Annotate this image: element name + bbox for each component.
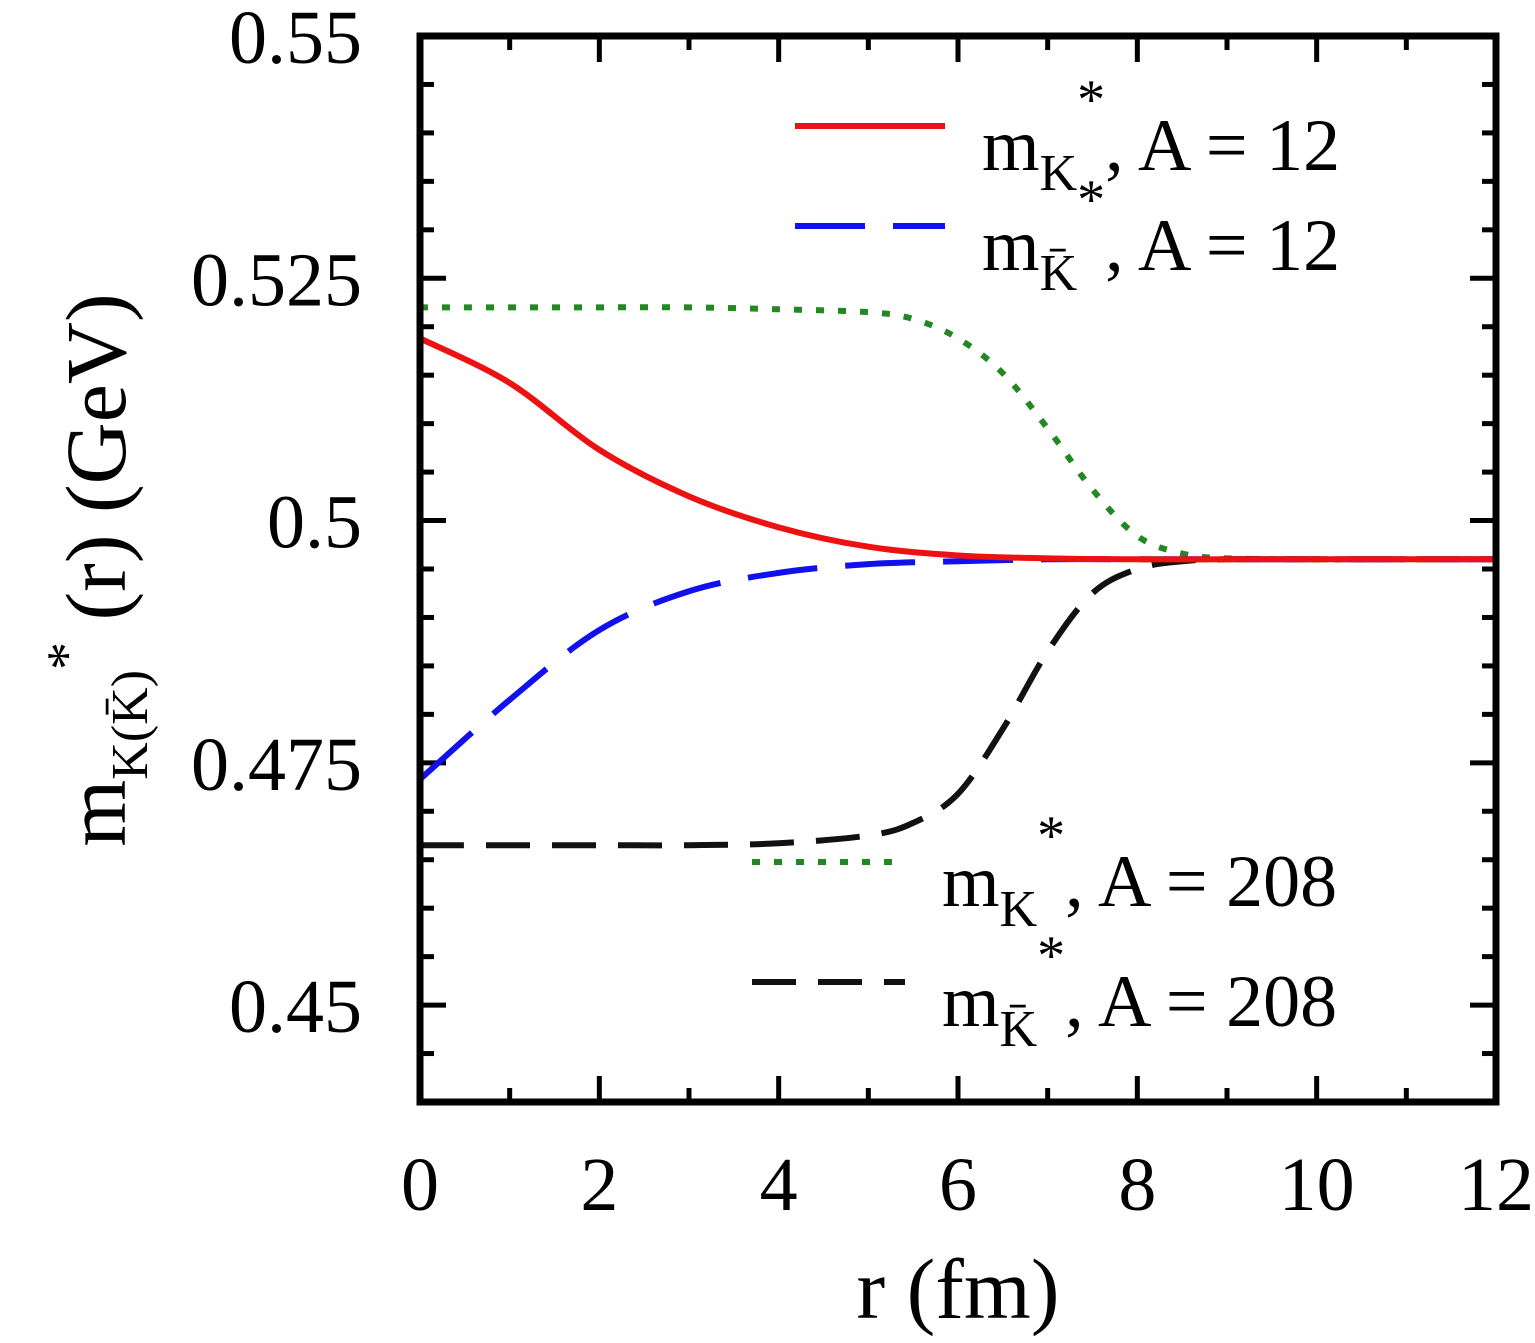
- series-line-2: [420, 304, 1496, 563]
- x-tick-label: 10: [1279, 1143, 1355, 1227]
- legend-sup: *: [1077, 69, 1105, 131]
- legend-rest: , A = 208: [1065, 961, 1337, 1043]
- y-axis-title-base: m: [48, 780, 144, 847]
- y-tick-label: 0.525: [191, 238, 362, 322]
- x-axis-title: r (fm): [857, 1241, 1060, 1337]
- legend-label-0: mK *, A = 12: [982, 69, 1340, 202]
- legend-label-2: mK *, A = 208: [942, 805, 1337, 938]
- legend-sup: *: [1037, 925, 1065, 987]
- x-tick-label: 2: [580, 1143, 618, 1227]
- x-tick-label: 12: [1458, 1143, 1534, 1227]
- legend-sup: *: [1037, 805, 1065, 867]
- legend-rest: , A = 12: [1105, 105, 1340, 187]
- plot-frame: [416, 32, 1500, 1106]
- legend-sup: *: [1077, 169, 1105, 231]
- legend-label-3: mK̄ *, A = 208: [942, 925, 1337, 1058]
- legend-label-1: mK̄ *, A = 12: [982, 169, 1340, 302]
- legend-base: m: [942, 961, 1000, 1043]
- legend-sub: K̄: [1000, 1001, 1038, 1058]
- y-axis-title-sub: K(K̄): [102, 670, 159, 780]
- y-tick-label: 0.55: [229, 0, 362, 80]
- legend-rest: , A = 208: [1065, 841, 1337, 923]
- legend-sub: K: [1040, 145, 1078, 202]
- y-tick-label: 0.45: [229, 965, 362, 1049]
- y-tick-label: 0.475: [191, 723, 362, 807]
- x-tick-label: 0: [401, 1143, 439, 1227]
- legend-base: m: [982, 105, 1040, 187]
- series-line-3: [420, 556, 1496, 849]
- x-tick-labels: 0 2 4 6 8 10 12: [401, 1143, 1534, 1227]
- x-tick-label: 6: [939, 1143, 977, 1227]
- legend-sub: K̄: [1040, 245, 1078, 302]
- series-group: [420, 304, 1496, 849]
- axis-ticks: [417, 33, 1499, 1105]
- y-axis-title-rest: (r) (GeV): [48, 293, 144, 642]
- legend-rest: , A = 12: [1105, 205, 1340, 287]
- series-line-0: [420, 335, 1496, 563]
- series-line-1: [420, 556, 1496, 782]
- legend-base: m: [982, 205, 1040, 287]
- y-tick-labels: 0.45 0.475 0.5 0.525 0.55: [191, 0, 362, 1049]
- legend-sub: K: [1000, 881, 1038, 938]
- x-tick-label: 8: [1118, 1143, 1156, 1227]
- svg-text:mK(K̄)* (r) (GeV): mK(K̄)* (r) (GeV): [36, 293, 159, 846]
- y-tick-label: 0.5: [267, 481, 362, 565]
- legend-base: m: [942, 841, 1000, 923]
- x-tick-label: 4: [760, 1143, 798, 1227]
- y-axis-title-sup: *: [36, 642, 98, 670]
- y-axis-title: mK(K̄)* (r) (GeV): [36, 293, 159, 846]
